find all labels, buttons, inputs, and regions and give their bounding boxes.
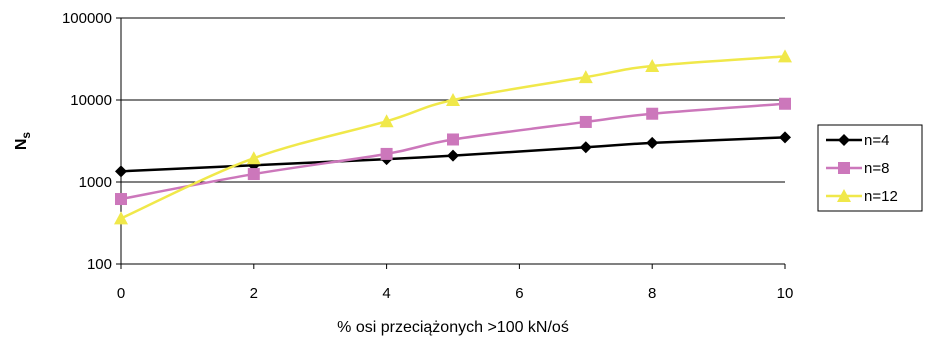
data-point bbox=[646, 107, 659, 120]
data-point bbox=[114, 211, 128, 225]
data-point bbox=[246, 151, 261, 165]
data-point bbox=[247, 168, 260, 181]
data-point bbox=[379, 114, 394, 128]
x-axis-label: % osi przeciążonych >100 kN/oś bbox=[337, 319, 569, 336]
legend-marker bbox=[838, 162, 850, 174]
y-axis-label-main: N bbox=[13, 139, 30, 151]
legend-label: n=8 bbox=[864, 160, 889, 177]
legend-marker bbox=[837, 189, 851, 202]
y-axis-label: Ns bbox=[13, 132, 33, 151]
legend: n=4 n=8 n=12 bbox=[817, 124, 923, 212]
x-tick-label: 8 bbox=[648, 285, 656, 302]
y-tick-label: 100000 bbox=[62, 10, 112, 27]
y-tick-label: 1000 bbox=[79, 174, 112, 191]
series-n=8 bbox=[115, 97, 791, 206]
y-tick-label: 100 bbox=[87, 256, 112, 273]
legend-item: n=4 bbox=[826, 132, 889, 149]
legend-item: n=8 bbox=[826, 160, 889, 177]
data-point bbox=[115, 165, 127, 178]
data-point bbox=[646, 136, 659, 149]
x-tick-label: 4 bbox=[382, 285, 390, 302]
data-point bbox=[447, 133, 459, 146]
data-point bbox=[380, 147, 393, 160]
legend-label: n=12 bbox=[864, 188, 898, 205]
data-point bbox=[115, 193, 127, 206]
legend-label: n=4 bbox=[864, 132, 889, 149]
series bbox=[114, 49, 792, 225]
data-point bbox=[778, 49, 792, 63]
x-ticks: 0 2 4 6 8 10 bbox=[117, 264, 794, 302]
x-tick-label: 10 bbox=[777, 285, 794, 302]
y-tick-label: 10000 bbox=[70, 92, 112, 109]
series-n=4 bbox=[115, 131, 791, 178]
x-tick-label: 0 bbox=[117, 285, 125, 302]
series-n=12 bbox=[114, 49, 792, 225]
data-point bbox=[779, 131, 791, 144]
y-ticks: 100 1000 10000 100000 bbox=[62, 10, 121, 273]
data-point bbox=[578, 70, 593, 84]
data-point bbox=[579, 115, 592, 128]
y-axis-label-subscript: s bbox=[19, 132, 33, 139]
x-tick-label: 6 bbox=[515, 285, 523, 302]
data-point bbox=[579, 141, 592, 154]
x-tick-label: 2 bbox=[250, 285, 258, 302]
legend-item: n=12 bbox=[826, 188, 898, 205]
data-point bbox=[446, 93, 460, 106]
data-point bbox=[779, 97, 791, 110]
legend-marker bbox=[838, 134, 850, 146]
legend-items: n=4 n=8 n=12 bbox=[826, 132, 898, 205]
data-point bbox=[447, 149, 459, 162]
data-point bbox=[645, 58, 660, 72]
